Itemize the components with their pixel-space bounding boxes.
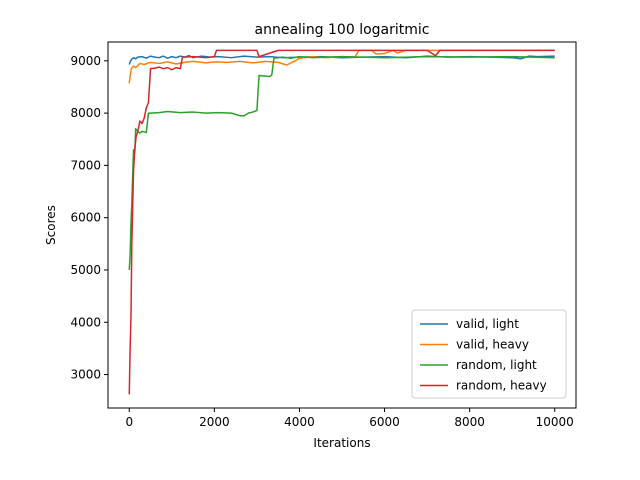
x-axis-ticks: 0 2000 4000 6000 8000 10000: [125, 408, 574, 429]
y-tick-label: 8000: [70, 106, 101, 120]
legend-label: valid, heavy: [456, 338, 529, 352]
legend: valid, light valid, heavy random, light ran…: [411, 309, 567, 399]
x-axis-label: Iterations: [313, 436, 370, 450]
x-tick-label: 10000: [536, 415, 574, 429]
x-tick-label: 4000: [284, 415, 315, 429]
y-tick-label: 3000: [70, 368, 101, 382]
y-tick-label: 7000: [70, 158, 101, 172]
legend-label: random, light: [456, 358, 537, 372]
y-tick-label: 4000: [70, 315, 101, 329]
x-tick-label: 6000: [369, 415, 400, 429]
y-axis-label: Scores: [44, 205, 58, 245]
x-tick-label: 0: [125, 415, 133, 429]
y-tick-label: 6000: [70, 211, 101, 225]
y-tick-label: 5000: [70, 263, 101, 277]
legend-label: valid, light: [456, 317, 519, 331]
series-line-3: [128, 49, 555, 395]
x-tick-label: 2000: [199, 415, 230, 429]
series-layer: [128, 49, 555, 395]
legend-label: random, heavy: [456, 379, 547, 393]
legend-box: [411, 309, 567, 399]
chart-title: annealing 100 logaritmic: [255, 22, 430, 38]
y-tick-label: 9000: [70, 54, 101, 68]
y-axis-ticks: 3000 4000 5000 6000 7000 8000 9000: [70, 54, 108, 382]
axes-frame: [107, 41, 577, 409]
x-tick-label: 8000: [454, 415, 485, 429]
